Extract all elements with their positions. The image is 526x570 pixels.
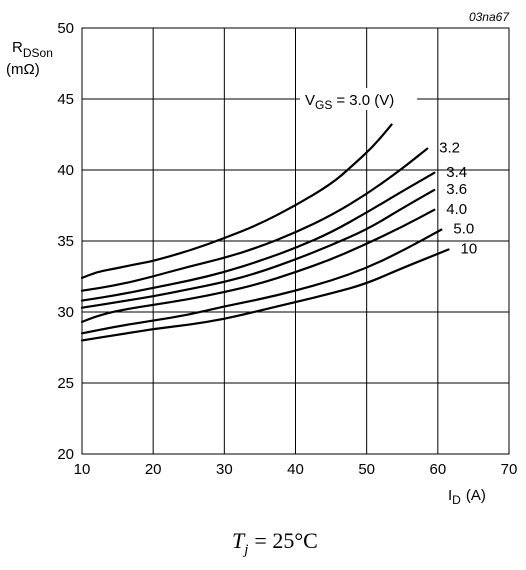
series-label-3-6: 3.6	[446, 181, 467, 198]
series-line-vgs-5-0	[80, 228, 443, 335]
vgs-series-label: VGS = 3.0 (V)	[305, 92, 394, 112]
series-label-5-0: 5.0	[453, 221, 474, 238]
y-axis-symbol: R	[12, 39, 23, 56]
condition-symbol: T	[232, 528, 246, 553]
series-label-3-4: 3.4	[446, 164, 467, 181]
series-line-vgs-3-0	[80, 123, 393, 279]
x-tick-label: 70	[501, 461, 518, 478]
series-line-vgs-10	[80, 248, 450, 342]
y-tick-label: 20	[57, 446, 74, 463]
series-line-vgs-4-0	[80, 208, 436, 323]
y-tick-label: 30	[57, 304, 74, 321]
x-axis-label: ID (A)	[448, 487, 486, 507]
vgs-symbol: V	[305, 92, 315, 109]
vgs-label-background	[300, 88, 417, 110]
x-tick-label: 50	[358, 461, 375, 478]
series-lines	[80, 123, 450, 342]
x-axis-subscript: D	[452, 493, 461, 507]
x-axis-symbol: I	[448, 487, 452, 504]
plot-frame	[81, 27, 510, 455]
y-axis-subscript: DSon	[23, 46, 53, 60]
series-label-4-0: 4.0	[446, 201, 467, 218]
x-tick-label: 30	[216, 461, 233, 478]
y-tick-label: 40	[57, 162, 74, 179]
y-axis-unit: (mΩ)	[6, 61, 40, 78]
condition-subscript: j	[242, 542, 248, 558]
y-tick-label: 45	[57, 91, 74, 108]
x-tick-label: 20	[145, 461, 162, 478]
vgs-value: = 3.0 (V)	[336, 92, 394, 109]
condition-label: Tj = 25°C	[232, 528, 318, 558]
series-line-vgs-3-6	[80, 188, 436, 309]
series-label-10: 10	[461, 241, 478, 258]
grid	[81, 27, 510, 455]
y-tick-label: 25	[57, 375, 74, 392]
figure-code: 03na67	[469, 10, 510, 24]
series-label-3-2: 3.2	[439, 140, 460, 157]
series-labels: 3.2 3.43.6 4.0 5.0 10	[439, 140, 477, 258]
y-axis-label: RDSon	[12, 39, 53, 60]
vgs-subscript: GS	[315, 98, 332, 112]
series-line-vgs-3-4	[80, 171, 436, 302]
condition-value: = 25°C	[254, 528, 317, 553]
series-line-vgs-3-2	[80, 147, 429, 292]
x-axis-unit: (A)	[466, 487, 486, 504]
y-tick-label: 35	[57, 233, 74, 250]
x-tick-label: 10	[74, 461, 91, 478]
x-tick-label: 60	[429, 461, 446, 478]
x-tick-label: 40	[287, 461, 304, 478]
y-tick-label: 50	[57, 20, 74, 37]
